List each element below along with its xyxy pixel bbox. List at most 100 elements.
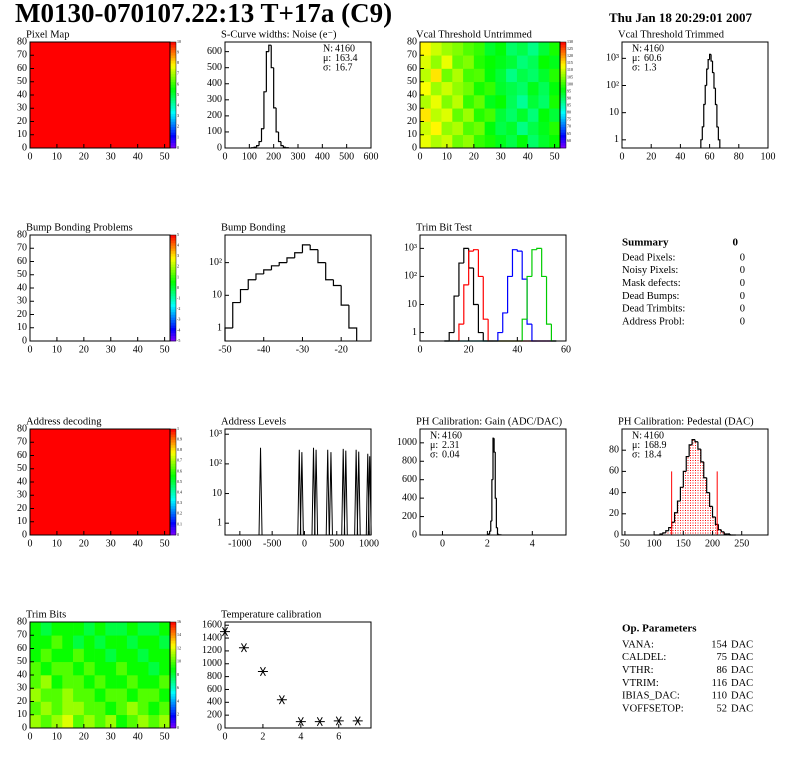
colorbar-step xyxy=(170,463,176,467)
heat-cell xyxy=(420,42,432,56)
bar-fill xyxy=(697,449,701,535)
heat-cell xyxy=(441,108,453,122)
colorbar-label: 120 xyxy=(567,53,573,58)
heat-cell xyxy=(484,108,496,122)
op-value: 52 xyxy=(717,703,728,714)
heat-cell xyxy=(137,675,149,689)
colorbar-step xyxy=(560,118,566,122)
heat-cell xyxy=(105,635,117,649)
y-tick-label: 30 xyxy=(17,296,27,307)
heat-cell xyxy=(420,81,432,96)
y-tick-label: 0 xyxy=(412,142,417,153)
hist-step xyxy=(709,492,713,507)
hist-step xyxy=(521,251,528,280)
spike xyxy=(325,449,330,536)
hist-step xyxy=(662,532,666,534)
heat-cell xyxy=(549,121,561,136)
heat-cell xyxy=(495,42,507,56)
colorbar-step xyxy=(170,325,176,329)
heat-cell xyxy=(40,701,52,716)
x-tick-label: -40 xyxy=(257,344,270,355)
heat-cell xyxy=(506,55,518,69)
x-tick-label: 50 xyxy=(620,538,630,549)
colorbar-label: 6 xyxy=(177,81,179,86)
y-tick-label: 10 xyxy=(407,299,417,310)
y-tick-label: 0 xyxy=(614,529,619,540)
panel-title: Temperature calibration xyxy=(221,609,322,620)
y-tick-label: 800 xyxy=(402,456,417,467)
hist-step xyxy=(309,244,318,251)
heat-cell xyxy=(83,701,95,716)
spike xyxy=(299,452,304,536)
hist-step xyxy=(490,520,492,532)
heat-cell xyxy=(441,81,453,96)
colorbar-step xyxy=(170,76,176,80)
colorbar-step xyxy=(170,659,176,663)
colorbar-step xyxy=(560,132,566,136)
x-tick-label: 150 xyxy=(676,538,691,549)
hist-step xyxy=(541,248,547,278)
y-tick-label: 10² xyxy=(606,80,619,91)
op-label: CALDEL: xyxy=(622,652,666,663)
colorbar-step xyxy=(560,142,566,146)
x-tick-label: 20 xyxy=(79,344,89,355)
x-tick-label: 50 xyxy=(550,151,560,162)
hist-step xyxy=(668,526,672,531)
y-tick-label: 40 xyxy=(609,487,619,498)
colorbar-step xyxy=(170,280,176,283)
heat-cell xyxy=(506,81,518,96)
y-tick-label: 40 xyxy=(407,89,417,100)
colorbar-step xyxy=(170,306,176,310)
hist-step xyxy=(325,262,334,281)
summary-label: Address Probl: xyxy=(622,316,685,327)
heat-cell xyxy=(116,701,128,716)
heat-cell xyxy=(538,68,550,83)
colorbar-step xyxy=(560,95,566,98)
x-tick-label: 40 xyxy=(133,151,143,162)
colorbar-step xyxy=(170,237,176,241)
heat-cell xyxy=(159,675,171,689)
colorbar-step xyxy=(170,452,176,456)
heat-cell xyxy=(30,714,42,729)
op-unit: DAC xyxy=(731,639,753,650)
x-tick-label: 0 xyxy=(418,151,423,162)
stats-key: σ: xyxy=(323,62,331,73)
heat-cell xyxy=(40,661,52,676)
panel-title: Trim Bits xyxy=(26,609,66,620)
heat-cell xyxy=(62,714,74,729)
hist-step xyxy=(531,324,537,342)
colorbar-step xyxy=(170,242,176,246)
y-tick-label: 60 xyxy=(17,256,27,267)
hist-step xyxy=(700,449,704,463)
colorbar-step xyxy=(170,690,176,694)
heat-cell xyxy=(430,121,442,136)
star-marker xyxy=(314,716,325,727)
y-tick-label: 0 xyxy=(22,529,27,540)
colorbar-step xyxy=(170,110,176,114)
heat-cell xyxy=(126,714,138,729)
heat-cell xyxy=(538,55,550,69)
colorbar-label: 0.3 xyxy=(177,500,182,505)
colorbar-step xyxy=(170,84,176,88)
colorbar-step xyxy=(170,693,176,697)
hist-step xyxy=(550,324,557,342)
heat-cell xyxy=(420,108,432,122)
heat-cell xyxy=(30,701,42,716)
heat-cell xyxy=(73,622,85,636)
heat-cell xyxy=(137,635,149,649)
colorbar-step xyxy=(170,450,176,454)
heat-cell xyxy=(484,121,496,136)
heat-cell xyxy=(549,42,561,56)
heat-cell xyxy=(148,635,160,649)
panel-title: Address Levels xyxy=(221,416,286,427)
heat-cell xyxy=(73,675,85,689)
heat-cell xyxy=(452,95,464,109)
heat-cell xyxy=(83,688,95,702)
colorbar-step xyxy=(170,682,176,686)
x-tick-label: 6 xyxy=(336,731,341,742)
colorbar-step xyxy=(170,513,176,517)
hist-step xyxy=(716,104,719,128)
colorbar-label: 95 xyxy=(567,88,571,93)
colorbar-step xyxy=(170,516,176,520)
colorbar-step xyxy=(560,71,566,75)
